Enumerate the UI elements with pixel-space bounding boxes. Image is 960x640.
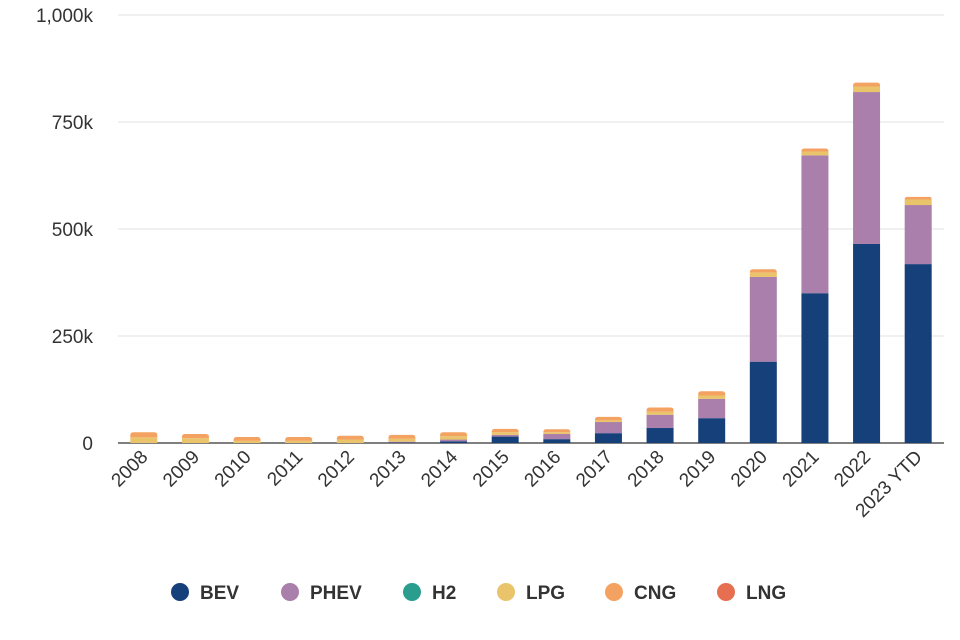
bar-bev-2018[interactable] bbox=[646, 428, 674, 443]
bar-bev-2022[interactable] bbox=[853, 243, 881, 443]
x-tick-label: 2010 bbox=[211, 447, 256, 492]
x-tick-label: 2011 bbox=[263, 447, 307, 491]
x-tick-label: 2022 bbox=[830, 447, 875, 492]
y-tick-label: 500k bbox=[52, 220, 94, 241]
bar-cng-2023-ytd[interactable] bbox=[904, 196, 932, 200]
bar-lpg-2010[interactable] bbox=[233, 440, 261, 443]
y-tick-label: 1,000k bbox=[36, 6, 94, 27]
x-tick-label: 2018 bbox=[624, 447, 669, 492]
bar-bev-2019[interactable] bbox=[698, 418, 726, 443]
bar-cng-2010[interactable] bbox=[233, 437, 261, 441]
bar-cng-2018[interactable] bbox=[646, 407, 674, 412]
bar-phev-2015[interactable] bbox=[491, 434, 519, 437]
bar-cng-2013[interactable] bbox=[388, 434, 416, 439]
legend-label-lpg: LPG bbox=[526, 583, 565, 604]
bar-lpg-2016[interactable] bbox=[543, 432, 571, 435]
legend-label-bev: BEV bbox=[200, 583, 239, 604]
legend-label-h2: H2 bbox=[432, 583, 456, 604]
y-tick-label: 750k bbox=[52, 113, 94, 134]
bar-cng-2020[interactable] bbox=[749, 269, 777, 273]
legend-item-bev[interactable]: BEV bbox=[171, 583, 239, 604]
bar-lpg-2011[interactable] bbox=[285, 440, 313, 443]
legend[interactable]: BEV PHEV H2 LPG CNG LNG bbox=[171, 583, 786, 604]
bar-phev-2013[interactable] bbox=[388, 441, 416, 443]
bar-cng-2019[interactable] bbox=[698, 391, 726, 396]
bar-lpg-2021[interactable] bbox=[801, 151, 829, 156]
y-tick-label: 250k bbox=[52, 327, 94, 348]
bar-phev-2018[interactable] bbox=[646, 414, 674, 429]
x-tick-label: 2020 bbox=[727, 447, 772, 492]
bar-lpg-2013[interactable] bbox=[388, 438, 416, 442]
bar-phev-2016[interactable] bbox=[543, 434, 571, 440]
x-tick-label: 2014 bbox=[417, 446, 462, 491]
x-tick-label: 2013 bbox=[366, 447, 411, 492]
bar-bev-2023-ytd[interactable] bbox=[904, 264, 932, 443]
bar-cng-2014[interactable] bbox=[440, 432, 468, 437]
x-tick-label: 2017 bbox=[572, 447, 617, 492]
bar-cng-2011[interactable] bbox=[285, 437, 313, 441]
bar-phev-2019[interactable] bbox=[698, 398, 726, 419]
bar-cng-2008[interactable] bbox=[130, 432, 158, 438]
bar-phev-2022[interactable] bbox=[853, 92, 881, 244]
legend-label-cng: CNG bbox=[634, 583, 676, 604]
legend-marker-cng bbox=[605, 583, 623, 601]
legend-item-cng[interactable]: CNG bbox=[605, 583, 676, 604]
bars bbox=[130, 82, 932, 443]
x-tick-label: 2021 bbox=[779, 447, 824, 492]
x-tick-label: 2015 bbox=[469, 447, 514, 492]
bar-cng-2016[interactable] bbox=[543, 429, 571, 433]
bar-cng-2022[interactable] bbox=[853, 82, 881, 87]
bar-lpg-2019[interactable] bbox=[698, 395, 726, 399]
bar-lpg-2008[interactable] bbox=[130, 437, 158, 443]
bar-phev-2020[interactable] bbox=[749, 276, 777, 362]
bar-cng-2012[interactable] bbox=[336, 435, 364, 440]
bar-bev-2021[interactable] bbox=[801, 293, 829, 443]
bar-lpg-2022[interactable] bbox=[853, 86, 881, 93]
legend-item-lng[interactable]: LNG bbox=[717, 583, 786, 604]
bar-lpg-2023-ytd[interactable] bbox=[904, 199, 932, 206]
legend-marker-lng bbox=[717, 583, 735, 601]
bar-lpg-2009[interactable] bbox=[181, 438, 209, 443]
bar-cng-2017[interactable] bbox=[594, 416, 622, 421]
x-tick-label: 2019 bbox=[675, 447, 720, 492]
bar-lpg-2015[interactable] bbox=[491, 432, 519, 435]
bar-bev-2016[interactable] bbox=[543, 439, 571, 443]
y-tick-label: 0 bbox=[82, 434, 93, 455]
x-axis: 2008 2009 2010 2011 2012 2013 2014 2015 2016 2017… bbox=[108, 446, 927, 521]
bar-bev-2020[interactable] bbox=[749, 361, 777, 443]
legend-item-h2[interactable]: H2 bbox=[403, 583, 456, 604]
legend-marker-lpg bbox=[497, 583, 515, 601]
bar-lpg-2014[interactable] bbox=[440, 436, 468, 440]
x-tick-label: 2016 bbox=[521, 447, 566, 492]
bar-cng-2015[interactable] bbox=[491, 428, 519, 433]
legend-label-phev: PHEV bbox=[310, 583, 362, 604]
bar-lpg-2012[interactable] bbox=[336, 439, 364, 443]
legend-item-phev[interactable]: PHEV bbox=[281, 583, 362, 604]
bar-phev-2023-ytd[interactable] bbox=[904, 205, 932, 265]
bar-cng-2009[interactable] bbox=[181, 434, 209, 439]
legend-marker-bev bbox=[171, 583, 189, 601]
bar-lpg-2018[interactable] bbox=[646, 411, 674, 415]
bar-cng-2021[interactable] bbox=[801, 148, 829, 152]
bar-bev-2014[interactable] bbox=[440, 441, 468, 443]
bar-lpg-2020[interactable] bbox=[749, 272, 777, 277]
bar-phev-2017[interactable] bbox=[594, 422, 622, 434]
bar-bev-2015[interactable] bbox=[491, 436, 519, 443]
bar-lpg-2017[interactable] bbox=[594, 420, 622, 423]
legend-label-lng: LNG bbox=[746, 583, 786, 604]
x-tick-label: 2008 bbox=[108, 447, 153, 492]
legend-marker-phev bbox=[281, 583, 299, 601]
legend-item-lpg[interactable]: LPG bbox=[497, 583, 565, 604]
bar-phev-2014[interactable] bbox=[440, 439, 468, 442]
legend-marker-h2 bbox=[403, 583, 421, 601]
x-tick-label: 2012 bbox=[314, 447, 359, 492]
bar-phev-2021[interactable] bbox=[801, 155, 829, 294]
x-tick-label: 2009 bbox=[159, 447, 204, 492]
y-axis: 0 250k 500k 750k 1,000k bbox=[36, 6, 94, 455]
bar-bev-2017[interactable] bbox=[594, 433, 622, 443]
